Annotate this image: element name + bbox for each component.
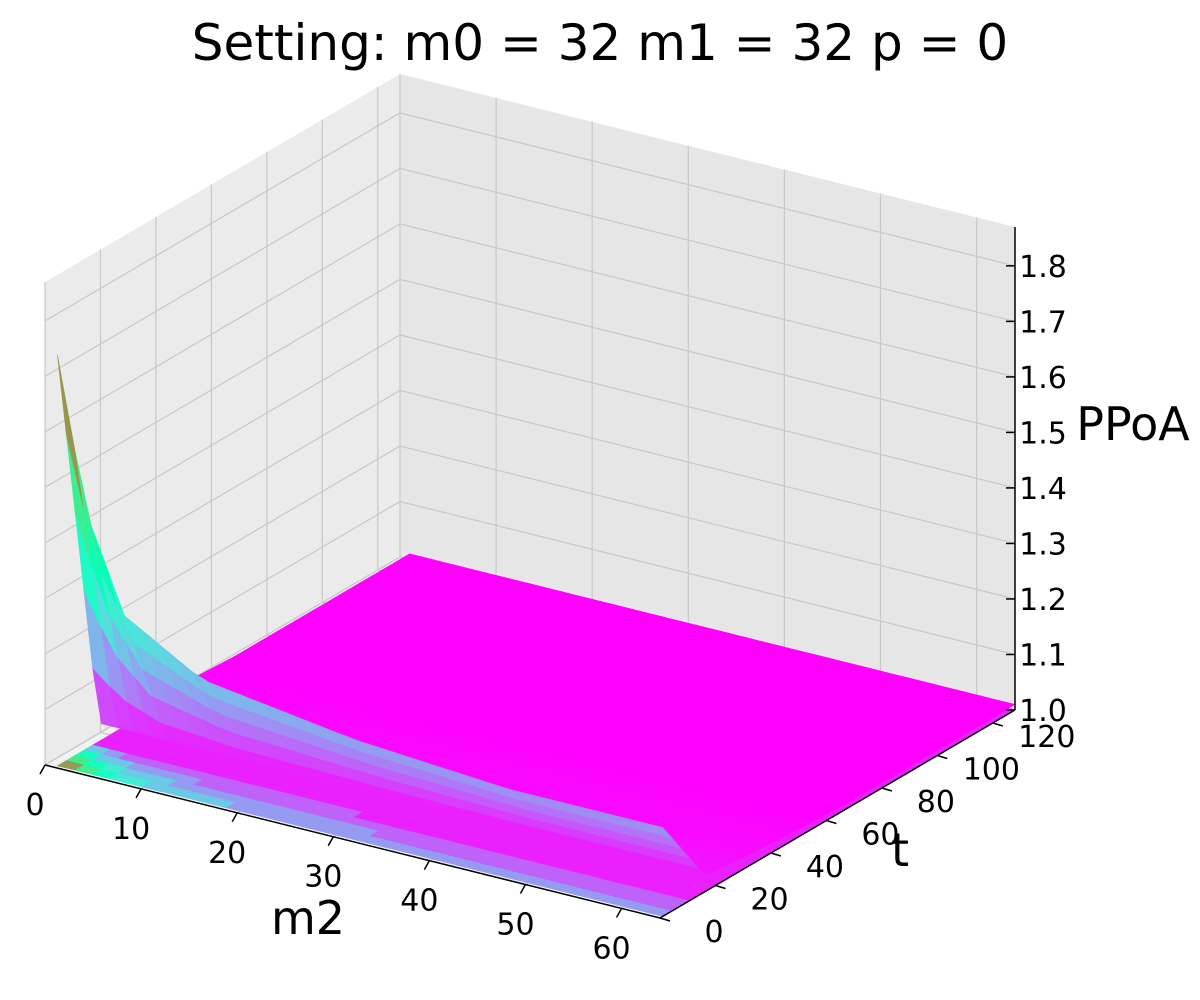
x-tick-label: 40 [400, 884, 438, 919]
x-axis-line [44, 764, 661, 919]
y-tick-label: 80 [917, 785, 955, 820]
y-tick-label: 0 [704, 915, 723, 950]
x-tick [615, 908, 623, 918]
z-tick-label: 1.1 [1019, 638, 1067, 673]
y-tick [770, 852, 782, 857]
x-tick-label: 10 [112, 812, 150, 847]
axis-lines [44, 227, 1016, 919]
y-tick-label: 120 [1018, 720, 1075, 755]
z-gridline [44, 445, 1016, 655]
x-tick [135, 788, 142, 799]
y-tick-label: 100 [963, 753, 1020, 788]
x-tick [231, 812, 238, 823]
contour-cell [56, 760, 84, 771]
z-gridline [44, 112, 1016, 322]
y-tick [937, 754, 948, 760]
z-gridline [44, 167, 1016, 377]
x-tick-label: 30 [304, 860, 342, 895]
y-tick [826, 819, 837, 825]
x-axis-label: m2 [271, 891, 345, 945]
z-tick-label: 1.6 [1019, 361, 1067, 396]
back-pane [400, 74, 1015, 710]
z-tick-label: 1.2 [1019, 583, 1067, 618]
y-tick [659, 917, 671, 922]
y-tick-label: 40 [806, 850, 844, 885]
z-axis-label: PPoA [1076, 397, 1190, 451]
x-tick [39, 764, 46, 775]
x-tick [519, 884, 527, 894]
y-tick-label: 60 [861, 818, 899, 853]
z-gridline [44, 278, 1016, 488]
x-tick-label: 0 [25, 788, 44, 823]
y-tick [992, 722, 1004, 727]
x-tick-label: 50 [496, 908, 534, 943]
z-tick-label: 1.7 [1019, 305, 1067, 340]
y-axis-line [659, 709, 1016, 919]
z-tick-label: 1.4 [1019, 472, 1067, 507]
x-tick-label: 20 [208, 836, 246, 871]
z-gridline [44, 334, 1016, 544]
y-axis-label: t [891, 823, 909, 877]
y-tick [881, 787, 893, 792]
chart-title: Setting: m0 = 32 m1 = 32 p = 0 [192, 14, 1008, 72]
y-tick [715, 884, 726, 890]
x-tick [327, 836, 334, 847]
surface-mesh [57, 354, 1016, 875]
left-pane [45, 74, 400, 765]
y-tick-label: 20 [750, 883, 788, 918]
x-tick [423, 860, 431, 870]
z-tick-label: 1.5 [1019, 416, 1067, 451]
surface-cell [57, 354, 84, 507]
z-tick-label: 1.0 [1019, 694, 1067, 729]
z-gridline [44, 223, 1016, 433]
z-gridline [44, 389, 1016, 599]
x-tick-label: 60 [592, 931, 630, 966]
z-tick-label: 1.3 [1019, 527, 1067, 562]
z-gridline [44, 500, 1016, 711]
z-tick-label: 1.8 [1019, 250, 1067, 285]
